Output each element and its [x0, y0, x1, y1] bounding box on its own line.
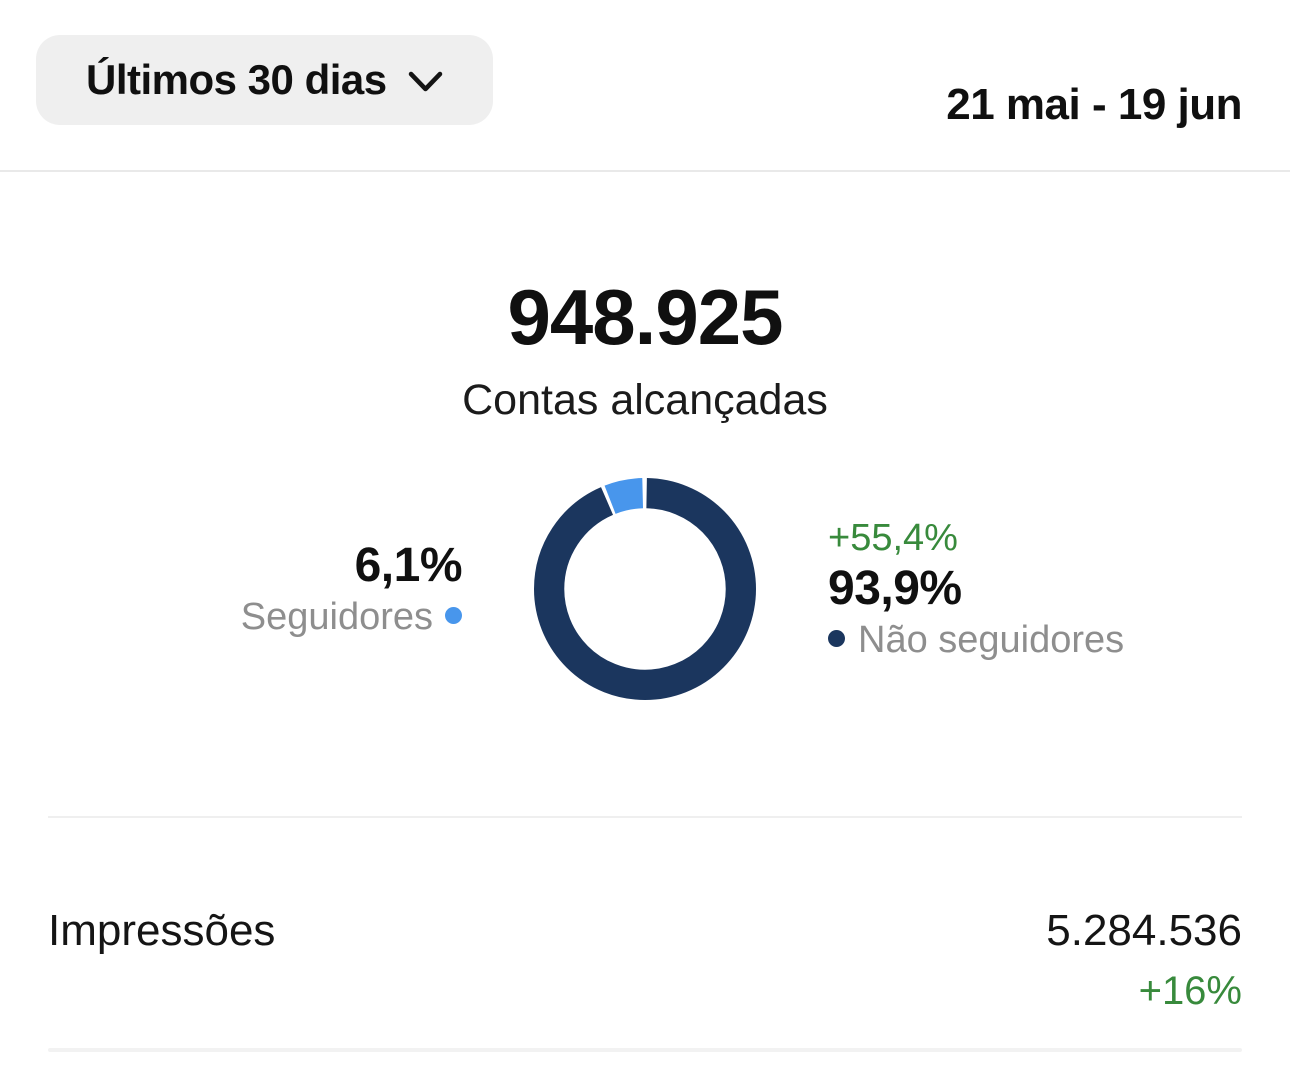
impressions-row: Impressões 5.284.536 +16% [0, 902, 1290, 1016]
impressions-label: Impressões [48, 906, 276, 955]
impressions-values: 5.284.536 +16% [1046, 902, 1242, 1016]
section-divider [48, 816, 1242, 818]
non-followers-stat: +55,4% 93,9% Não seguidores [828, 515, 1242, 663]
period-selector-label: Últimos 30 dias [86, 56, 387, 103]
followers-stat: 6,1% Seguidores [48, 538, 463, 640]
bottom-divider [48, 1048, 1242, 1052]
donut-segment-non-followers [534, 478, 756, 700]
followers-dot-icon [445, 607, 462, 625]
header: Últimos 30 dias 21 mai - 19 jun [0, 0, 1290, 172]
reach-label: Contas alcançadas [462, 376, 828, 424]
period-selector-button[interactable]: Últimos 30 dias [36, 35, 493, 125]
non-followers-percent: 93,9% [828, 562, 962, 615]
chevron-down-icon [408, 71, 442, 92]
reach-section: 948.925 Contas alcançadas 6,1% Seguidore… [0, 276, 1290, 1052]
followers-legend: Seguidores [48, 594, 462, 640]
date-range: 21 mai - 19 jun [946, 80, 1242, 129]
reach-chart-row: 6,1% Seguidores +55,4% 93,9% Não seguido… [0, 478, 1290, 700]
non-followers-label: Não seguidores [858, 619, 1125, 661]
reach-donut-chart [534, 478, 756, 700]
impressions-change: +16% [1138, 969, 1242, 1013]
impressions-value: 5.284.536 [1046, 906, 1242, 955]
followers-label: Seguidores [240, 596, 433, 638]
non-followers-change: +55,4% [828, 517, 958, 559]
followers-percent: 6,1% [354, 539, 463, 592]
non-followers-dot-icon [828, 630, 845, 648]
non-followers-legend: Não seguidores [828, 617, 1242, 663]
reach-total: 948.925 [507, 273, 784, 361]
